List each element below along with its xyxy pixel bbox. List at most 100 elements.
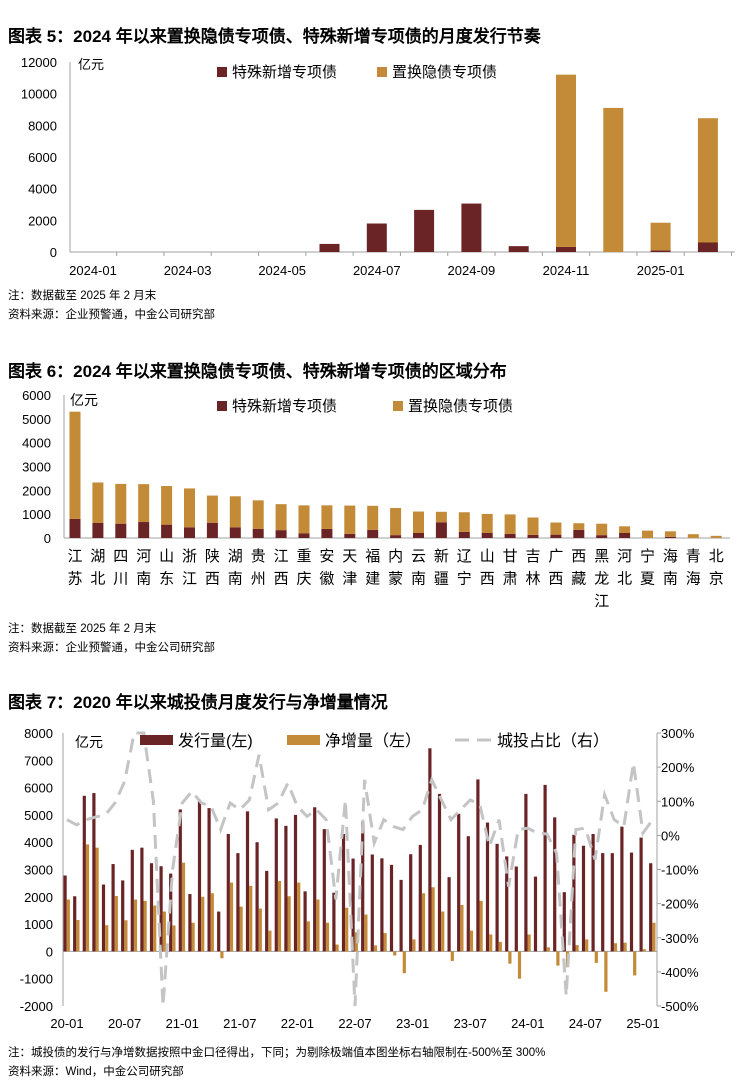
fig6-x-tick: 南 — [411, 571, 426, 588]
fig6-bar-replace — [642, 530, 653, 538]
fig7-x-tick: 20-01 — [50, 1016, 83, 1031]
fig6-x-tick: 蒙 — [388, 571, 403, 588]
fig7-bar-issue — [437, 793, 442, 952]
fig7-bar-issue — [111, 864, 115, 952]
fig6-x-tick: 海 — [686, 571, 701, 588]
fig7-bar-issue — [140, 847, 144, 952]
fig6-x-tick: 宁 — [457, 571, 472, 588]
fig5-y-tick: 0 — [50, 245, 57, 260]
fig6-bar-special — [275, 530, 287, 538]
fig7-bar-issue — [322, 829, 326, 952]
fig7-bar-issue — [361, 821, 365, 952]
fig7-bar-net — [575, 945, 579, 952]
fig7-bar-net — [393, 951, 397, 956]
fig7-legend-net-swatch — [287, 735, 320, 745]
fig5-x-tick: 2024-07 — [353, 263, 401, 278]
fig5-source: 资料来源：企业预警通，中金公司研究部 — [8, 309, 215, 321]
fig7-bar-net — [623, 942, 627, 952]
fig7-bar-issue — [178, 809, 182, 952]
fig6-bar-special — [69, 518, 81, 538]
fig6-bar-replace — [92, 482, 104, 523]
fig6-y-tick: 4000 — [22, 436, 51, 451]
fig6-x-tick: 辽 — [457, 548, 472, 565]
fig7-bar-net — [450, 951, 454, 961]
fig6-x-tick: 内 — [388, 548, 403, 565]
fig7-bar-net — [181, 862, 186, 952]
fig7-bar-issue — [265, 870, 269, 952]
fig5-x-tick: 2024-11 — [543, 263, 590, 278]
fig6-x-tick: 津 — [342, 571, 357, 588]
fig7-x-tick: 23-01 — [396, 1016, 429, 1031]
fig5-legend-special-swatch — [217, 67, 227, 77]
fig7-x-tick: 23-07 — [454, 1016, 487, 1031]
fig6-legend-special-label: 特殊新增专项债 — [232, 398, 337, 415]
fig6-x-tick: 建 — [365, 571, 380, 588]
fig6-bar-replace — [367, 505, 379, 530]
fig7-right-tick: -500% — [661, 999, 699, 1014]
fig7-legend-net-label: 净增量（左） — [325, 732, 421, 750]
fig5-y-tick: 12000 — [21, 55, 57, 70]
fig7-bar-issue — [533, 876, 538, 952]
fig6-bar-replace — [573, 523, 585, 530]
fig7-right-tick: 0% — [661, 828, 680, 843]
fig6-x-tick: 新 — [434, 548, 449, 565]
fig6-bar-special — [458, 531, 470, 538]
fig7-bar-issue — [303, 891, 307, 952]
fig7-bar-net — [412, 939, 416, 952]
fig7-bar-net — [431, 887, 435, 952]
fig7-bar-issue — [274, 818, 278, 952]
fig6-bar-replace — [710, 535, 722, 538]
fig7-bar-issue — [418, 844, 422, 952]
fig7-bar-issue — [543, 784, 547, 952]
fig7-left-tick: 5000 — [24, 808, 53, 823]
fig7-bar-issue — [197, 799, 202, 952]
fig7-bar-net — [124, 920, 128, 952]
fig7-right-tick: -200% — [661, 897, 699, 912]
fig7-bar-issue — [610, 853, 614, 952]
fig7-bar-issue — [591, 834, 595, 952]
fig6-x-tick: 广 — [548, 548, 563, 565]
fig7-bar-net — [66, 899, 70, 952]
fig7-bar-net — [201, 896, 205, 952]
fig7-x-tick: 25-01 — [626, 1016, 659, 1031]
fig7-bar-issue — [149, 863, 154, 952]
fig5-y-tick: 10000 — [21, 87, 57, 102]
fig6-x-tick: 青 — [686, 548, 701, 565]
fig7-bar-net — [316, 899, 320, 952]
fig6-x-tick: 州 — [251, 571, 266, 588]
fig6-bar-replace — [229, 496, 241, 528]
fig7-bar-net — [469, 930, 474, 952]
fig7-note: 注：城投债的发行与净增数据按照中金口径得出，下同；为剔除极端值本图坐标右轴限制在… — [8, 1047, 546, 1059]
fig7-left-tick: 4000 — [24, 835, 53, 850]
fig7-bar-issue — [380, 858, 384, 952]
fig7-bar-issue — [101, 884, 106, 952]
fig7-bar-issue — [572, 834, 576, 952]
fig6-x-tick: 湖 — [90, 548, 105, 565]
fig7-bar-net — [527, 934, 531, 952]
fig7-x-tick: 21-07 — [223, 1016, 256, 1031]
fig7-bar-net — [172, 925, 176, 952]
fig6-legend-special-swatch — [217, 401, 227, 411]
fig7-bar-net — [210, 893, 214, 952]
fig7-bar-net — [306, 921, 310, 952]
fig6-bar-special — [390, 535, 402, 538]
fig6-bar-special — [229, 527, 241, 538]
fig6-bar-special — [413, 532, 424, 538]
fig6-x-tick: 龙 — [594, 571, 609, 588]
fig6-x-tick: 西 — [548, 571, 563, 588]
fig7-bar-issue — [130, 849, 134, 952]
fig7-bar-issue — [293, 814, 298, 952]
fig7-source: 资料来源：Wind，中金公司研究部 — [8, 1066, 184, 1078]
fig6-x-tick: 海 — [663, 548, 678, 565]
fig6-bar-special — [550, 534, 562, 538]
fig6-x-tick: 天 — [342, 548, 357, 565]
fig7-bar-issue — [207, 808, 211, 952]
fig6-x-tick: 江 — [274, 548, 289, 565]
fig7-bar-net — [239, 906, 243, 952]
fig7-x-tick: 20-07 — [108, 1016, 141, 1031]
fig7-right-tick: 300% — [661, 726, 695, 741]
fig7-bar-net — [143, 900, 147, 952]
fig7-right-tick: -100% — [661, 863, 699, 878]
fig6-bar-special — [321, 528, 333, 538]
fig7-bar-net — [114, 895, 118, 952]
